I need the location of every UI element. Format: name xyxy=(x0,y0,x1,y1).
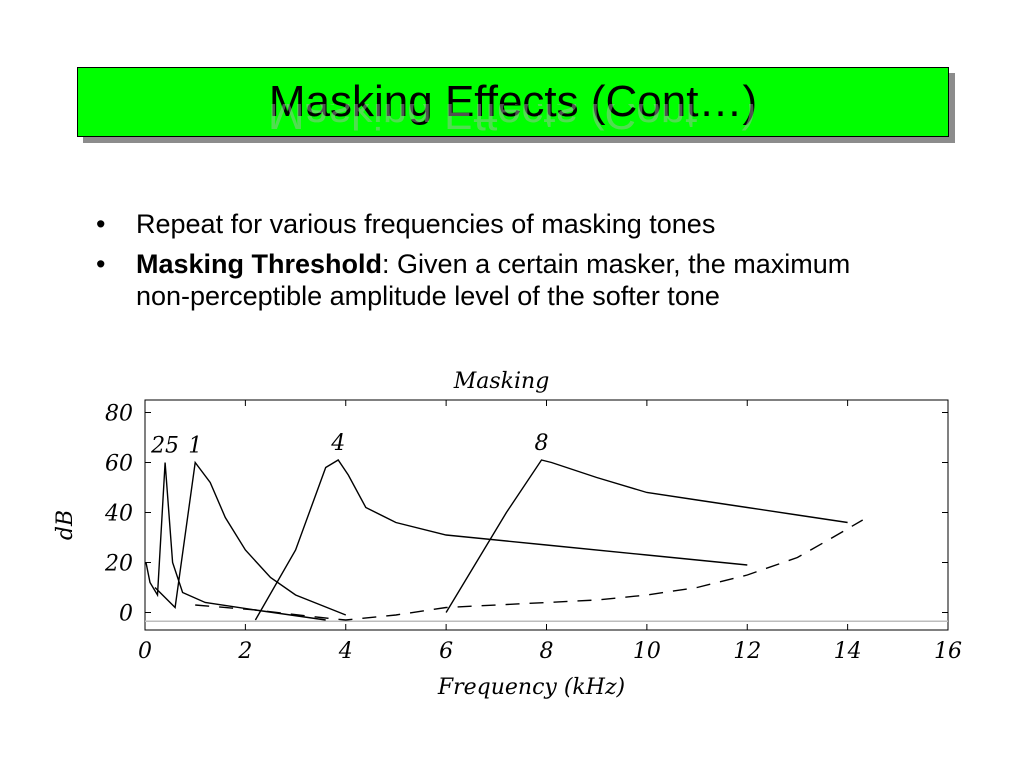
bullet-dot: • xyxy=(96,209,106,239)
peak-label: 1 xyxy=(188,434,202,459)
bullet-list: • Repeat for various frequencies of mask… xyxy=(96,208,896,320)
series-line-8 xyxy=(445,459,848,613)
peak-label: 4 xyxy=(330,431,345,456)
series-line-25 xyxy=(145,462,326,621)
bullet-text: Repeat for various frequencies of maskin… xyxy=(136,209,716,239)
x-tick-label: 2 xyxy=(237,639,252,664)
x-axis-label: Frequency (kHz) xyxy=(437,675,625,700)
x-tick-label: 0 xyxy=(138,639,152,664)
y-tick-label: 40 xyxy=(104,502,133,527)
slide-title-box: Masking Effects (Cont…) xyxy=(77,67,949,137)
bullet-text: : Given a certain masker, the maximum no… xyxy=(136,249,851,311)
x-tick-label: 14 xyxy=(834,639,862,664)
peak-label: 25 xyxy=(150,434,179,459)
slide-title: Masking Effects (Cont…) xyxy=(268,77,758,126)
x-tick-label: 8 xyxy=(540,639,554,664)
peak-label: 8 xyxy=(534,431,548,456)
y-tick-label: 60 xyxy=(105,452,133,477)
x-tick-label: 16 xyxy=(934,639,962,664)
bullet-item: • Repeat for various frequencies of mask… xyxy=(96,208,896,240)
x-tick-label: 12 xyxy=(733,639,761,664)
bullet-bold: Masking Threshold xyxy=(136,249,383,279)
chart-title: Masking xyxy=(453,369,550,394)
y-tick-label: 0 xyxy=(119,602,133,627)
x-tick-label: 6 xyxy=(439,639,453,664)
x-tick-label: 4 xyxy=(338,639,353,664)
series-line-4 xyxy=(254,459,748,621)
series-line-1 xyxy=(154,460,347,616)
bullet-item: • Masking Threshold: Given a certain mas… xyxy=(96,248,896,312)
bullet-dot: • xyxy=(96,249,106,279)
y-tick-label: 20 xyxy=(104,552,133,577)
x-tick-label: 10 xyxy=(633,639,661,664)
y-axis-label: dB xyxy=(53,510,78,540)
y-tick-label: 80 xyxy=(105,402,133,427)
series-line-threshold xyxy=(195,519,864,621)
